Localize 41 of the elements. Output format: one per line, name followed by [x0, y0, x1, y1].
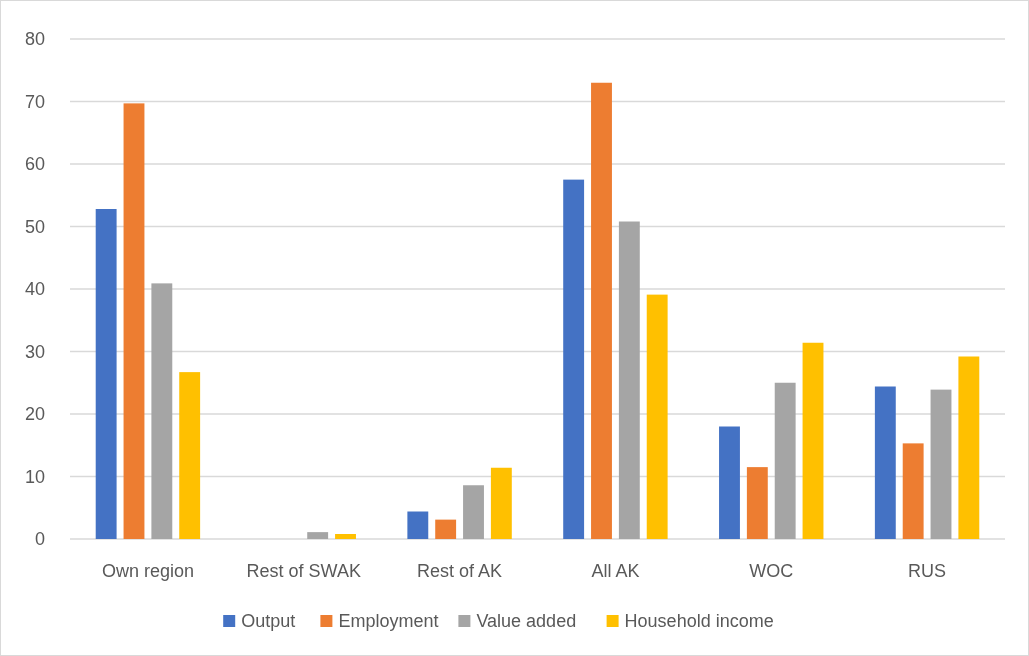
bar [335, 534, 356, 539]
bar [123, 103, 145, 539]
bar [407, 511, 429, 539]
bar [902, 443, 924, 539]
bar [563, 179, 585, 539]
y-tick-label: 20 [24, 404, 45, 425]
legend-label: Employment [338, 611, 439, 632]
bar [179, 372, 201, 539]
bar [591, 82, 612, 539]
bar [307, 532, 329, 539]
legend-label: Value added [476, 611, 577, 632]
x-tick-label: WOC [749, 561, 794, 581]
bar [463, 485, 484, 539]
legend-label: Household income [624, 611, 774, 632]
bar [435, 519, 457, 539]
x-tick-label: RUS [908, 561, 947, 581]
bar [719, 426, 740, 539]
bar [774, 382, 796, 539]
y-tick-label: 40 [24, 279, 45, 300]
y-tick-label: 70 [24, 91, 45, 112]
legend-label: Output [241, 611, 296, 632]
x-tick-label: Rest of AK [417, 561, 503, 581]
y-tick-label: 10 [24, 466, 45, 487]
bar [874, 386, 896, 539]
bar [646, 294, 668, 539]
x-tick-label: Own region [101, 561, 194, 581]
bar [802, 342, 824, 539]
x-tick-label: Rest of SWAK [246, 561, 361, 581]
bar [151, 283, 173, 539]
x-tick-label: All AK [591, 561, 640, 581]
y-tick-label: 30 [24, 341, 45, 362]
bar [618, 221, 640, 539]
y-tick-label: 80 [24, 29, 45, 50]
bar [490, 467, 512, 539]
bar [746, 467, 768, 539]
bar [95, 209, 117, 539]
bar [930, 389, 952, 539]
y-tick-label: 60 [24, 154, 45, 175]
bar [958, 356, 980, 539]
y-tick-label: 50 [24, 216, 45, 237]
y-tick-label: 0 [34, 529, 45, 550]
